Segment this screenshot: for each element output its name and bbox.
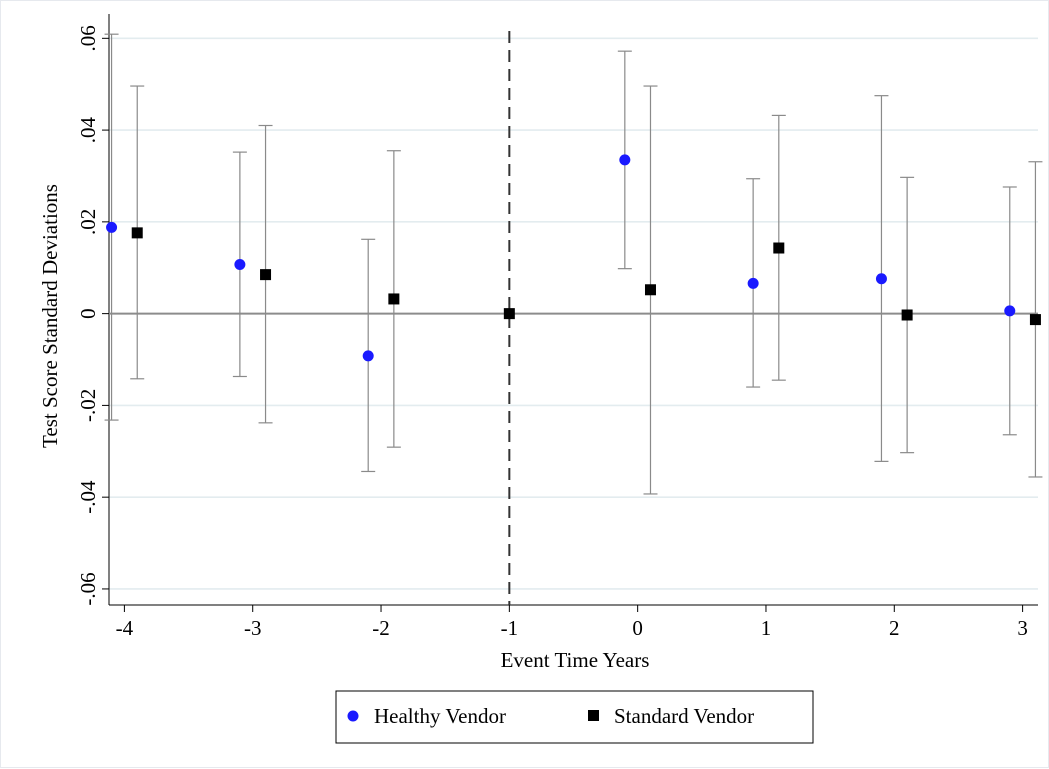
standard-vendor-point: [901, 309, 913, 321]
y-tick-label: .02: [76, 209, 100, 235]
standard-vendor-point: [644, 284, 656, 296]
x-tick-label: -2: [372, 616, 390, 640]
healthy-vendor-point: [619, 154, 631, 166]
legend-marker-healthy-vendor: [347, 710, 359, 722]
x-tick-label: 1: [761, 616, 772, 640]
y-axis-title: Test Score Standard Deviations: [38, 184, 62, 448]
x-tick-label: 0: [632, 616, 643, 640]
healthy-vendor-point: [362, 350, 374, 362]
standard-vendor-point: [773, 242, 785, 254]
y-tick-label: -.04: [76, 480, 100, 514]
standard-vendor-point: [1029, 314, 1041, 326]
legend-label-standard-vendor: Standard Vendor: [614, 704, 754, 728]
y-tick-label: 0: [76, 308, 100, 319]
healthy-vendor-point: [1004, 305, 1016, 317]
x-tick-label: 3: [1017, 616, 1028, 640]
x-tick-label: 2: [889, 616, 900, 640]
plot-layer: -.06 -.04 -.02 0 .02 .04 .06 -4 -3 -2 -1 0 1 2 3: [76, 14, 1043, 640]
y-tick-label: .04: [76, 116, 100, 143]
healthy-vendor-point: [747, 277, 759, 289]
healthy-vendor-point: [106, 221, 118, 233]
y-tick-label: -.06: [76, 572, 100, 605]
x-tick-label: -1: [501, 616, 519, 640]
legend-marker-standard-vendor: [588, 710, 599, 721]
x-axis-title: Event Time Years: [501, 648, 650, 672]
standard-vendor-point: [388, 293, 400, 305]
standard-vendor-point: [260, 269, 272, 281]
y-tick-label: .06: [76, 25, 100, 51]
x-tick-label: -4: [116, 616, 134, 640]
healthy-vendor-point: [875, 273, 887, 285]
legend-box: [335, 690, 814, 744]
legend-label-healthy-vendor: Healthy Vendor: [374, 704, 506, 728]
y-tick-label: -.02: [76, 389, 100, 422]
standard-vendor-point: [131, 227, 143, 239]
x-tick-label: -3: [244, 616, 262, 640]
standard-vendor-point: [503, 308, 515, 320]
healthy-vendor-point: [234, 259, 246, 271]
legend: Healthy Vendor Standard Vendor: [335, 690, 814, 744]
